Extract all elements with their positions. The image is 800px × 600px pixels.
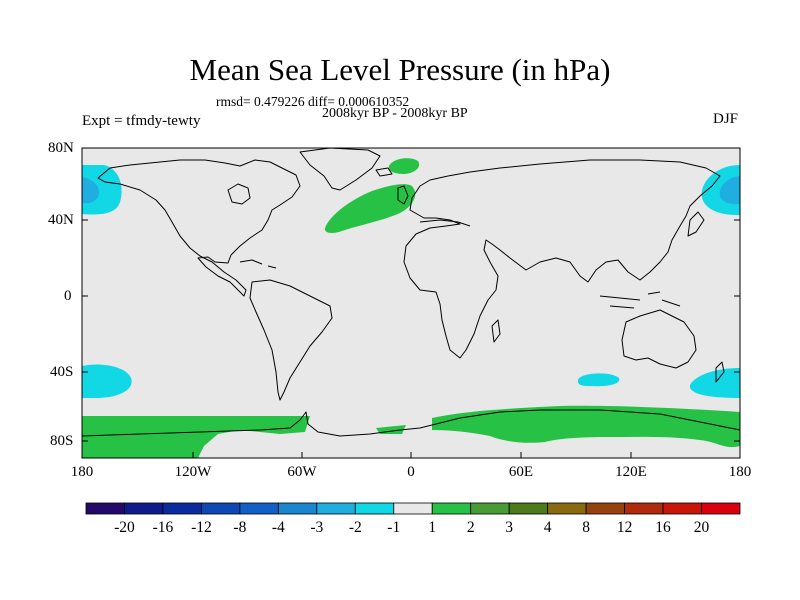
lon-label-0: 0 <box>407 464 415 480</box>
coastline-eurasia-africa <box>403 159 721 359</box>
colorbar-box <box>201 502 241 515</box>
coastline-greenland <box>299 147 381 191</box>
lat-label-80n: 80N <box>48 140 74 156</box>
coastline-britain <box>397 185 409 205</box>
coastline-antarctica <box>81 409 741 437</box>
coastline-new-zealand <box>715 361 725 383</box>
lat-label-40s: 40S <box>50 364 74 380</box>
green-anomaly-greenland-sea <box>388 158 420 174</box>
colorbar-label: -12 <box>191 519 212 536</box>
colorbar-box <box>662 502 702 515</box>
axis-ticks <box>82 147 740 458</box>
lat-label-40n: 40N <box>48 212 74 228</box>
lat-label-0: 0 <box>64 288 72 304</box>
colorbar-box <box>354 502 395 515</box>
colorbar-label: -8 <box>233 519 247 536</box>
colorbar-box <box>162 502 202 515</box>
coastline-hudson-bay <box>227 183 251 205</box>
lon-label-120e: 120E <box>615 464 647 480</box>
colorbar-label: -3 <box>310 519 324 536</box>
coastlines <box>81 147 741 437</box>
colorbar-box <box>316 502 356 515</box>
coastline-japan <box>687 211 705 237</box>
colorbar-box <box>547 502 587 515</box>
lon-label-120w: 120W <box>174 464 212 480</box>
cyan-anomaly-south-pacific-west <box>82 364 132 398</box>
lon-label-180w: 180 <box>70 464 94 480</box>
blue-anomaly-north-pacific-east-core <box>719 176 740 205</box>
colorbar-label: -20 <box>114 519 135 536</box>
colorbar-label: -4 <box>271 519 285 536</box>
map-title: Mean Sea Level Pressure (in hPa) <box>189 52 611 87</box>
stats-text: rmsd= 0.479226 diff= 0.000610352 <box>216 94 410 109</box>
anomaly-fields <box>82 158 740 458</box>
colorbar-box <box>585 502 625 515</box>
lon-label-180e: 180 <box>728 464 752 480</box>
colorbar-box <box>508 502 549 515</box>
coastline-caribbean <box>239 259 277 269</box>
lat-label-80s: 80S <box>50 433 74 449</box>
coastline-mediterranean <box>419 219 471 227</box>
colorbar-box <box>431 502 472 515</box>
colorbar-box <box>124 502 164 515</box>
colorbar <box>85 502 741 515</box>
colorbar-label: 2 <box>466 519 475 536</box>
colorbar-label: -16 <box>152 519 174 536</box>
coastline-australia <box>621 309 697 369</box>
colorbar-label: 4 <box>543 519 552 536</box>
colorbar-label: 20 <box>693 519 710 536</box>
blue-anomaly-north-pacific-west-core <box>82 177 100 204</box>
colorbar-label: 16 <box>655 519 671 536</box>
lon-label-60w: 60W <box>287 464 317 480</box>
coastline-north-america <box>97 159 301 297</box>
colorbar-label: 3 <box>505 519 514 536</box>
coastline-southeast-asia-islands <box>599 291 681 309</box>
colorbar-label: 8 <box>582 519 590 536</box>
colorbar-box <box>701 502 741 515</box>
colorbar-label: 1 <box>428 519 437 536</box>
green-anomaly-north-atlantic <box>324 184 416 233</box>
colorbar-label: -1 <box>387 519 401 536</box>
coastline-iceland <box>375 167 393 177</box>
cyan-anomaly-indian-ocean <box>577 373 620 387</box>
experiment-label: Expt = tfmdy-tewty <box>82 113 201 129</box>
cyan-anomaly-south-pacific-east <box>689 368 740 398</box>
green-anomaly-southern-ocean-east <box>432 405 740 448</box>
coastline-madagascar <box>491 319 501 343</box>
colorbar-label: -2 <box>348 519 362 536</box>
colorbar-box <box>624 502 664 515</box>
green-anomaly-southern-ocean-west <box>82 416 310 458</box>
colorbar-box <box>393 502 433 515</box>
coastline-south-america <box>249 279 333 401</box>
colorbar-box <box>85 502 125 515</box>
colorbar-box <box>277 502 318 515</box>
season-label: DJF <box>712 111 738 127</box>
colorbar-box <box>239 502 279 515</box>
period-text: 2008kyr BP - 2008kyr BP <box>322 106 468 121</box>
colorbar-box <box>470 502 510 515</box>
lon-label-60e: 60E <box>508 464 534 480</box>
colorbar-label: 12 <box>616 519 633 536</box>
